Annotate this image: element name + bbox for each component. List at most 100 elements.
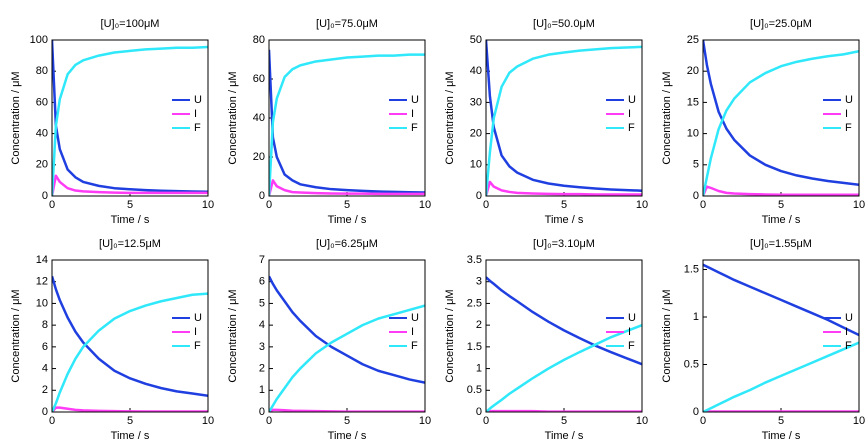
legend-label: I: [845, 108, 848, 120]
x-tick-label: 5: [344, 415, 350, 427]
x-axis-label: Time / s: [328, 214, 367, 226]
axes-box: [702, 259, 860, 413]
legend-label: F: [194, 122, 201, 134]
legend-label: I: [845, 326, 848, 338]
x-tick-label: 0: [49, 199, 55, 211]
series-line: [52, 406, 208, 412]
series-line: [486, 323, 642, 412]
series-line: [52, 40, 208, 194]
y-tick-label: 0: [693, 406, 699, 418]
y-tick-label: 60: [253, 73, 265, 85]
chart-panel: [U]₀=6.25μM Time / s Concentration / μM 0 5 1…: [227, 238, 431, 442]
series-line: [703, 185, 859, 196]
y-tick-label: 12: [36, 276, 48, 288]
chart-title: [U]₀=3.10μM: [533, 238, 595, 250]
y-tick-label: 10: [687, 128, 699, 140]
legend-label: U: [411, 94, 419, 106]
y-tick-label: 0.5: [467, 384, 482, 396]
y-axis-label: Concentration / μM: [10, 289, 22, 382]
series-line: [703, 50, 859, 196]
series-line: [269, 49, 425, 194]
legend-label: U: [845, 312, 853, 324]
series-line: [52, 174, 208, 196]
y-tick-label: 20: [253, 151, 265, 163]
chart-panel: [U]₀=1.55μM Time / s Concentration / μM 0 5 1…: [661, 238, 865, 442]
x-tick-label: 0: [266, 415, 272, 427]
y-tick-label: 3.5: [467, 254, 482, 266]
y-tick-label: 7: [259, 254, 265, 266]
legend-label: U: [628, 94, 636, 106]
y-tick-label: 0: [259, 190, 265, 202]
y-tick-label: 5: [693, 159, 699, 171]
y-tick-label: 0: [693, 190, 699, 202]
legend-label: I: [628, 108, 631, 120]
y-tick-label: 1: [693, 311, 699, 323]
chart-title: [U]₀=100μM: [101, 18, 160, 30]
axes-box: [268, 39, 426, 197]
series-line: [703, 40, 859, 187]
chart-panel: [U]₀=12.5μM Time / s Concentration / μM 0 5 1…: [10, 238, 214, 442]
x-tick-label: 10: [636, 199, 648, 211]
y-tick-label: 40: [253, 112, 265, 124]
series-line: [486, 40, 642, 192]
y-tick-label: 25: [687, 34, 699, 46]
legend-label: F: [411, 122, 418, 134]
series-line: [269, 53, 425, 196]
series-line: [269, 275, 425, 384]
y-tick-label: 0: [476, 190, 482, 202]
x-axis-label: Time / s: [762, 214, 801, 226]
y-tick-label: 20: [470, 128, 482, 140]
x-axis-label: Time / s: [111, 214, 150, 226]
chart-title: [U]₀=25.0μM: [750, 18, 812, 30]
axes-box: [485, 39, 643, 197]
legend-label: F: [845, 122, 852, 134]
y-tick-label: 3: [476, 276, 482, 288]
legend-label: F: [194, 340, 201, 352]
x-tick-label: 0: [483, 199, 489, 211]
y-tick-label: 14: [36, 254, 48, 266]
y-tick-label: 4: [259, 319, 265, 331]
y-tick-label: 15: [687, 96, 699, 108]
x-tick-label: 10: [419, 199, 431, 211]
y-axis-label: Concentration / μM: [444, 289, 456, 382]
legend-label: U: [411, 312, 419, 324]
y-tick-label: 1: [259, 384, 265, 396]
legend-label: F: [845, 340, 852, 352]
x-tick-label: 10: [419, 415, 431, 427]
y-tick-label: 80: [36, 65, 48, 77]
x-axis-label: Time / s: [545, 214, 584, 226]
chart-panel: [U]₀=50.0μM Time / s Concentration / μM 0 5 1…: [444, 18, 648, 226]
chart-title: [U]₀=6.25μM: [316, 238, 378, 250]
y-tick-label: 10: [36, 297, 48, 309]
y-tick-label: 10: [470, 159, 482, 171]
y-axis-label: Concentration / μM: [10, 71, 22, 164]
series-line: [486, 180, 642, 196]
y-tick-label: 60: [36, 96, 48, 108]
x-axis-label: Time / s: [762, 430, 801, 442]
x-tick-label: 0: [700, 199, 706, 211]
x-tick-label: 10: [636, 415, 648, 427]
y-axis-label: Concentration / μM: [227, 71, 239, 164]
legend-label: I: [411, 108, 414, 120]
x-tick-label: 10: [853, 415, 865, 427]
chart-title: [U]₀=12.5μM: [99, 238, 161, 250]
y-axis-label: Concentration / μM: [227, 289, 239, 382]
x-tick-label: 10: [202, 415, 214, 427]
legend-label: F: [411, 340, 418, 352]
legend-label: I: [194, 108, 197, 120]
chart-panel: [U]₀=25.0μM Time / s Concentration / μM 0 5 1…: [661, 18, 865, 226]
legend-label: F: [628, 122, 635, 134]
y-axis-label: Concentration / μM: [661, 71, 673, 164]
series-line: [52, 292, 208, 412]
legend-label: U: [628, 312, 636, 324]
y-axis-label: Concentration / μM: [444, 71, 456, 164]
series-line: [52, 275, 208, 397]
x-tick-label: 0: [266, 199, 272, 211]
y-tick-label: 1.5: [467, 341, 482, 353]
y-tick-label: 30: [470, 96, 482, 108]
y-tick-label: 20: [36, 159, 48, 171]
y-tick-label: 2: [259, 362, 265, 374]
x-tick-label: 10: [202, 199, 214, 211]
y-tick-label: 4: [42, 362, 48, 374]
x-tick-label: 5: [127, 415, 133, 427]
